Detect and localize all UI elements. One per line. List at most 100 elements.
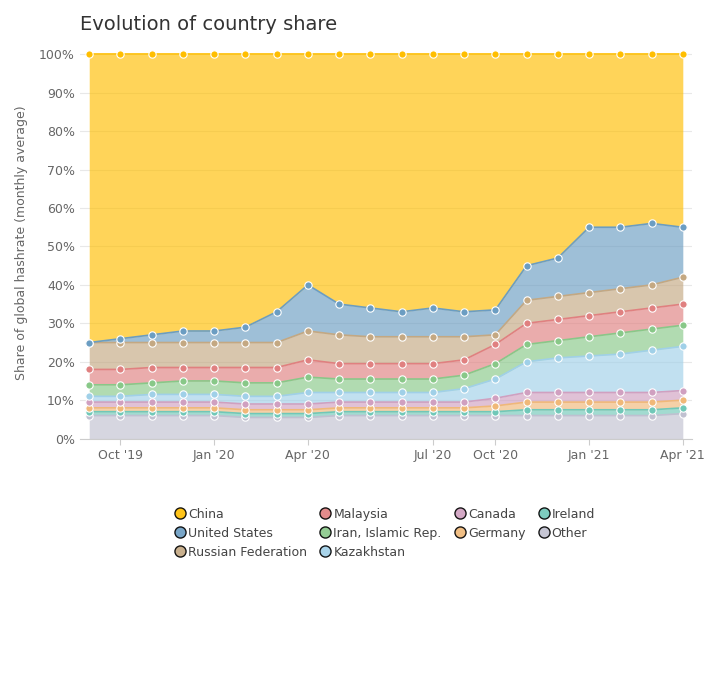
Point — [646, 280, 658, 291]
Point — [583, 350, 595, 362]
Point — [614, 328, 626, 339]
Point — [365, 387, 376, 398]
Point — [208, 337, 220, 348]
Point — [208, 403, 220, 414]
Point — [146, 329, 157, 340]
Point — [521, 356, 532, 367]
Point — [146, 378, 157, 389]
Point — [427, 387, 438, 398]
Point — [115, 406, 126, 417]
Point — [115, 391, 126, 402]
Point — [614, 348, 626, 359]
Point — [552, 404, 564, 415]
Point — [396, 49, 407, 60]
Point — [490, 410, 501, 421]
Point — [84, 406, 95, 417]
Point — [84, 403, 95, 414]
Point — [552, 291, 564, 302]
Point — [427, 396, 438, 407]
Point — [302, 398, 314, 409]
Point — [208, 362, 220, 373]
Point — [239, 408, 251, 419]
Point — [271, 391, 283, 402]
Point — [521, 396, 532, 407]
Point — [459, 331, 470, 342]
Point — [459, 354, 470, 365]
Point — [146, 389, 157, 400]
Point — [271, 362, 283, 373]
Point — [302, 404, 314, 415]
Point — [146, 410, 157, 421]
Point — [583, 49, 595, 60]
Point — [490, 400, 501, 412]
Point — [333, 373, 345, 384]
Point — [239, 404, 251, 415]
Point — [115, 337, 126, 348]
Point — [646, 404, 658, 415]
Point — [396, 410, 407, 421]
Point — [333, 49, 345, 60]
Point — [239, 378, 251, 389]
Point — [396, 373, 407, 384]
Point — [271, 378, 283, 389]
Point — [552, 396, 564, 407]
Point — [614, 410, 626, 421]
Point — [459, 396, 470, 407]
Point — [427, 406, 438, 417]
Point — [333, 358, 345, 369]
Point — [490, 393, 501, 404]
Point — [302, 354, 314, 365]
Point — [646, 410, 658, 421]
Point — [614, 404, 626, 415]
Point — [333, 410, 345, 421]
Point — [115, 364, 126, 375]
Point — [459, 383, 470, 394]
Point — [396, 403, 407, 414]
Point — [177, 375, 189, 387]
Point — [239, 49, 251, 60]
Point — [646, 303, 658, 314]
Point — [459, 306, 470, 317]
Point — [177, 325, 189, 337]
Point — [490, 329, 501, 340]
Point — [427, 373, 438, 384]
Point — [677, 271, 689, 282]
Point — [521, 339, 532, 350]
Point — [583, 221, 595, 232]
Point — [521, 318, 532, 329]
Point — [396, 387, 407, 398]
Point — [302, 325, 314, 337]
Point — [208, 389, 220, 400]
Point — [84, 364, 95, 375]
Point — [614, 221, 626, 232]
Point — [177, 49, 189, 60]
Point — [333, 298, 345, 310]
Point — [271, 337, 283, 348]
Point — [302, 371, 314, 382]
Point — [583, 404, 595, 415]
Point — [396, 406, 407, 417]
Point — [84, 337, 95, 348]
Point — [115, 396, 126, 407]
Point — [427, 49, 438, 60]
Point — [365, 303, 376, 314]
Point — [614, 49, 626, 60]
Point — [208, 406, 220, 417]
Point — [365, 331, 376, 342]
Point — [302, 412, 314, 423]
Point — [614, 306, 626, 317]
Point — [646, 387, 658, 398]
Point — [521, 410, 532, 421]
Point — [146, 396, 157, 407]
Point — [677, 49, 689, 60]
Point — [177, 389, 189, 400]
Point — [302, 280, 314, 291]
Point — [365, 49, 376, 60]
Point — [239, 337, 251, 348]
Point — [396, 306, 407, 317]
Point — [302, 49, 314, 60]
Point — [365, 410, 376, 421]
Point — [583, 287, 595, 298]
Point — [646, 218, 658, 229]
Point — [521, 49, 532, 60]
